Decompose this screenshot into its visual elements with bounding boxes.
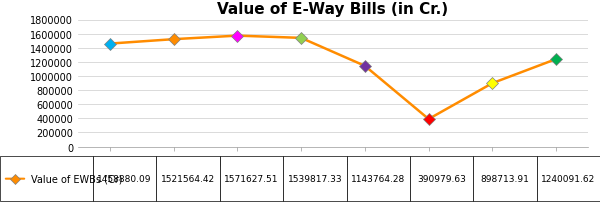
FancyBboxPatch shape — [283, 156, 347, 201]
Text: Value of EWBs (Cr): Value of EWBs (Cr) — [31, 174, 123, 184]
Text: 1240091.62: 1240091.62 — [541, 174, 595, 183]
Text: 1143764.28: 1143764.28 — [351, 174, 406, 183]
Text: 1458880.09: 1458880.09 — [97, 174, 152, 183]
Text: 1521564.42: 1521564.42 — [161, 174, 215, 183]
Title: Value of E-Way Bills (in Cr.): Value of E-Way Bills (in Cr.) — [217, 2, 449, 17]
FancyBboxPatch shape — [93, 156, 157, 201]
FancyBboxPatch shape — [347, 156, 410, 201]
Text: 390979.63: 390979.63 — [417, 174, 466, 183]
FancyBboxPatch shape — [536, 156, 600, 201]
Text: 898713.91: 898713.91 — [481, 174, 529, 183]
FancyBboxPatch shape — [410, 156, 473, 201]
FancyBboxPatch shape — [0, 156, 93, 201]
FancyBboxPatch shape — [473, 156, 536, 201]
Text: 1539817.33: 1539817.33 — [287, 174, 342, 183]
FancyBboxPatch shape — [157, 156, 220, 201]
FancyBboxPatch shape — [220, 156, 283, 201]
Text: 1571627.51: 1571627.51 — [224, 174, 278, 183]
